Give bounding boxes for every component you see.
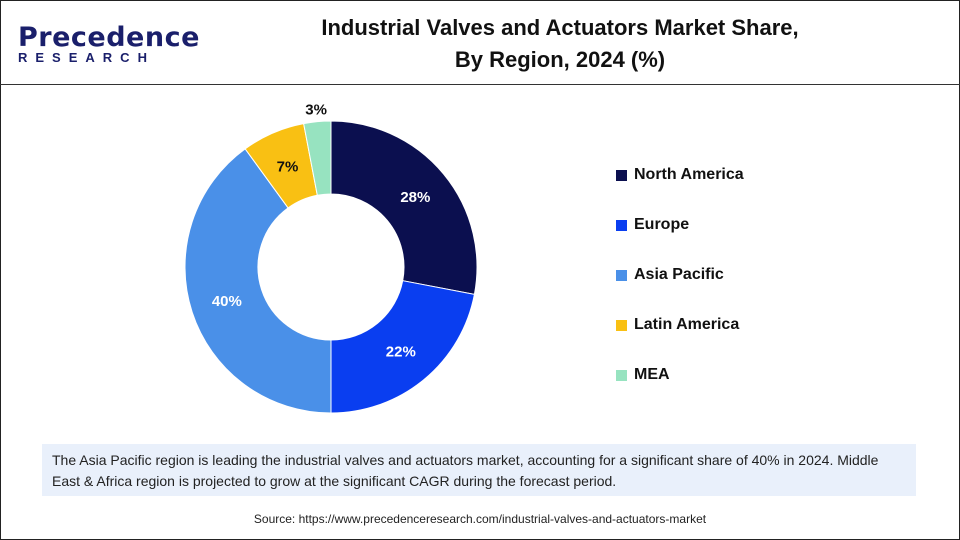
slice-mea: [303, 120, 332, 196]
slice-north-america: [330, 120, 478, 295]
legend-item: MEA: [616, 350, 744, 400]
chart-title: Industrial Valves and Actuators Market S…: [240, 12, 880, 76]
legend: North America Europe Asia Pacific Latin Ame…: [616, 150, 744, 400]
legend-item: North America: [616, 150, 744, 200]
legend-label: Europe: [634, 216, 690, 233]
title-line-1: Industrial Valves and Actuators Market S…: [321, 15, 799, 40]
legend-label: MEA: [634, 366, 670, 383]
legend-swatch: [616, 169, 627, 181]
source-text: Source: https://www.precedenceresearch.c…: [253, 512, 707, 526]
logo-subtext: RESEARCH: [18, 50, 155, 65]
slice-europe: [330, 280, 475, 414]
legend-item: Latin America: [616, 300, 744, 350]
data-label: 28%: [400, 189, 430, 206]
slice-asia-pacific: [184, 148, 332, 414]
summary-note: The Asia Pacific region is leading the i…: [42, 444, 916, 496]
data-label: 40%: [212, 293, 242, 310]
data-label: 22%: [386, 343, 416, 360]
title-line-2: By Region, 2024 (%): [454, 47, 666, 72]
legend-swatch: [616, 219, 627, 231]
header-divider: [0, 84, 960, 85]
legend-label: North America: [634, 166, 744, 183]
data-label: 7%: [277, 159, 299, 176]
legend-item: Asia Pacific: [616, 250, 744, 300]
logo-text: Precedence: [18, 22, 200, 53]
legend-label: Latin America: [634, 316, 740, 333]
legend-label: Asia Pacific: [634, 266, 724, 283]
logo: Precedence RESEARCH: [18, 22, 200, 65]
legend-item: Europe: [616, 200, 744, 250]
legend-swatch: [616, 269, 627, 281]
data-label: 3%: [305, 102, 327, 119]
legend-swatch: [616, 369, 627, 381]
legend-swatch: [616, 319, 627, 331]
